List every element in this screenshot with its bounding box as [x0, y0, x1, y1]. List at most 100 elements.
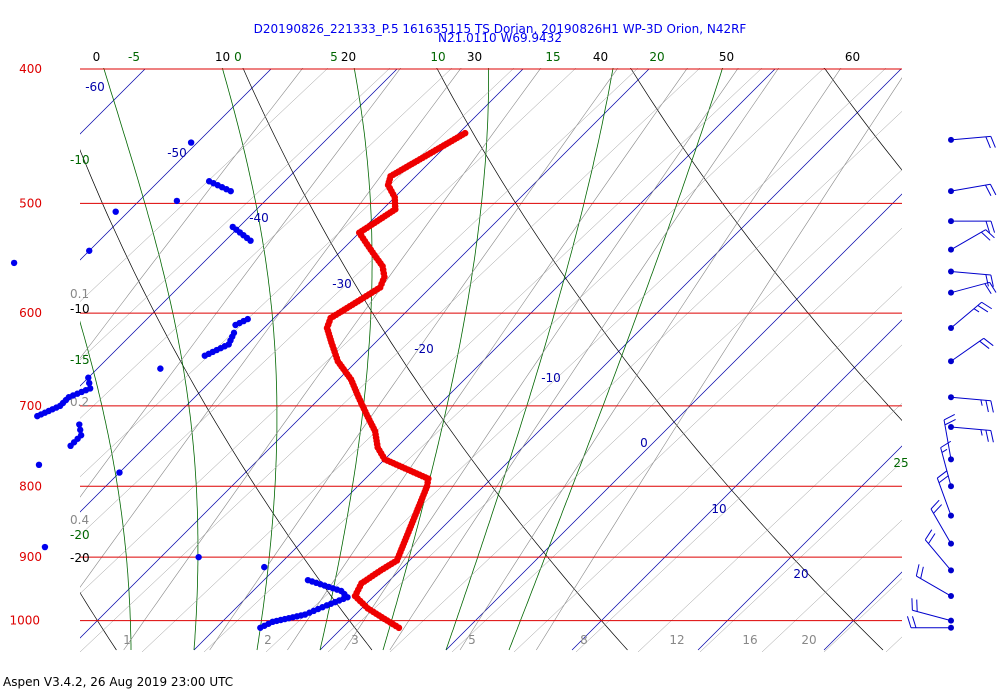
wind-barb-feather [938, 475, 949, 484]
wind-barb-feather [985, 184, 992, 196]
mixing-ratio-label: 2 [264, 633, 272, 647]
wind-barb-feather [941, 448, 948, 453]
dewpoint-point [173, 197, 181, 205]
wind-barb-feather [930, 499, 940, 510]
wind-barb-feather [980, 429, 983, 436]
dry-adiabat-line [630, 68, 902, 422]
wind-barb-feather [906, 616, 912, 628]
wind-barb [948, 218, 996, 233]
wind-barb-shaft [924, 539, 952, 571]
pressure-tick-label: 500 [19, 196, 42, 210]
dewpoint-point [85, 374, 92, 381]
isotherm-line [445, 193, 902, 651]
wind-barb [906, 616, 954, 631]
guide-line [80, 68, 701, 652]
side-label: -10 [70, 153, 90, 167]
wind-barb-feather [915, 564, 920, 577]
wind-barb-feather [984, 283, 992, 295]
guide-line [80, 68, 577, 536]
wind-barb [948, 281, 997, 296]
wind-barb-feather [933, 504, 943, 514]
isotherm-label: -10 [541, 371, 561, 385]
isotherm-line [80, 68, 524, 513]
pressure-tick-label: 400 [19, 62, 42, 76]
side-label: -10 [70, 302, 90, 316]
wind-barb-shaft [950, 271, 991, 276]
wind-barb-feather [943, 414, 955, 421]
wind-barb-feather [973, 308, 980, 313]
mixing-ratio-label: 12 [669, 633, 684, 647]
guide-line [203, 68, 825, 652]
guide-line [575, 344, 902, 652]
footer-version-text: Aspen V3.4.2, 26 Aug 2019 23:00 UTC [3, 675, 233, 689]
isotherm-line [80, 68, 398, 387]
wind-barb-feather [990, 430, 994, 443]
wind-barb [948, 229, 995, 253]
mixing-ratio-label: 5 [468, 633, 476, 647]
mixing-ratio-label: 16 [742, 633, 757, 647]
side-label: -15 [70, 353, 90, 367]
isotherm-label: -30 [332, 277, 352, 291]
wind-barb-shaft [950, 396, 991, 402]
wind-barb-shaft [936, 477, 952, 516]
isotherm-line [571, 319, 902, 651]
dewpoint-point [227, 187, 234, 195]
grid-lines [0, 38, 902, 652]
dewpoint-point [34, 412, 41, 420]
mixing-ratio-line [80, 68, 402, 498]
pressure-tick-label: 700 [19, 399, 42, 413]
wind-barb [948, 301, 992, 331]
wind-barb-shaft [950, 183, 991, 192]
mixing-ratio-line [459, 68, 842, 651]
guide-line [80, 68, 639, 594]
wind-barb-feather [989, 183, 997, 196]
wind-barb-feather [944, 418, 956, 426]
wind-barb-shaft [940, 447, 952, 487]
top-theta-e-label: 5 [330, 50, 338, 64]
wind-barb [915, 564, 954, 600]
top-theta-e-label: 10 [430, 50, 445, 64]
wind-barb [936, 470, 954, 519]
top-temperature-label: 30 [467, 50, 482, 64]
isotherm-label: 10 [711, 502, 726, 516]
wind-barb [948, 394, 994, 413]
wind-barb-feather [981, 301, 992, 310]
dewpoint-point [41, 543, 49, 551]
guide-line [141, 68, 763, 652]
moist-adiabat-line [0, 38, 5, 650]
moist-adiabat-line [80, 320, 132, 650]
dewpoint-point [187, 139, 195, 146]
guide-line [761, 519, 902, 652]
guide-line [823, 578, 902, 652]
wind-barb-feather [985, 229, 995, 239]
mixing-ratio-line [80, 68, 462, 588]
wind-barb-feather [985, 429, 989, 442]
dry-adiabat-line [242, 68, 628, 651]
isotherm-line [80, 68, 650, 639]
wind-barb [948, 268, 994, 287]
side-label: -20 [70, 528, 90, 542]
top-theta-e-label: -5 [128, 50, 140, 64]
top-temperature-label: 40 [593, 50, 608, 64]
wind-barb-feather [920, 566, 924, 579]
temperature-point [395, 624, 403, 632]
isotherm-label: -50 [167, 146, 187, 160]
dry-adiabat-line [436, 68, 884, 651]
guide-line [885, 636, 902, 652]
wind-barb [948, 424, 994, 443]
pressure-tick-label: 800 [19, 479, 42, 493]
dewpoint-point [77, 426, 84, 434]
wind-barb-feather [980, 231, 991, 241]
side-label: 0.1 [70, 287, 89, 301]
wind-barb-feather [990, 220, 996, 233]
wind-barb [940, 440, 954, 490]
isotherm-label: -60 [85, 80, 105, 94]
wind-barb-shaft [950, 426, 991, 431]
chart-title-line2: N21.0110 W69.9432 [438, 31, 562, 45]
chart-title-line1: D20190826_221333_P.5 161635115 TS Dorian… [254, 22, 747, 36]
dewpoint-point [67, 442, 74, 450]
isotherm-label: 20 [793, 567, 808, 581]
isotherm-label: -40 [249, 211, 269, 225]
guide-line [637, 402, 902, 652]
